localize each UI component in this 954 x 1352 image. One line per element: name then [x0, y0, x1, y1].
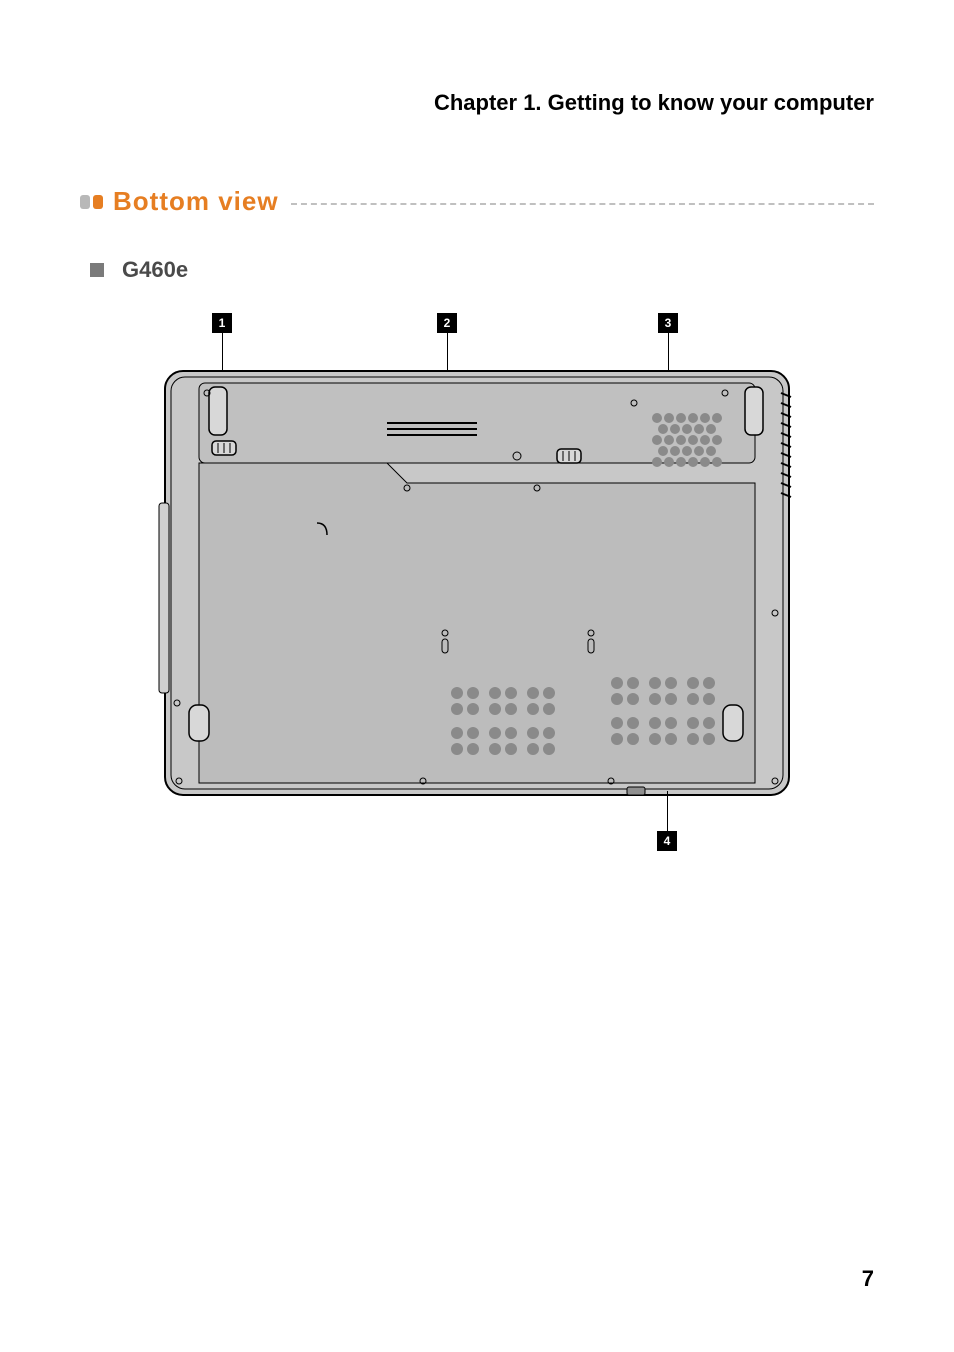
bottom-view-figure: 1 2 3 — [157, 313, 797, 863]
square-bullet-icon — [90, 263, 104, 277]
section-bullets — [80, 195, 103, 209]
callout-label: 4 — [657, 831, 677, 851]
section-heading-row: Bottom view — [80, 186, 874, 217]
laptop-bottom-illustration — [157, 363, 797, 803]
section-dash-line — [291, 203, 874, 205]
subsection-title: G460e — [122, 257, 188, 283]
chapter-header: Chapter 1. Getting to know your computer — [80, 90, 874, 116]
bullet-right — [93, 195, 103, 209]
callout-4: 4 — [657, 791, 677, 851]
bullet-left — [80, 195, 90, 209]
subsection-heading-row: G460e — [80, 257, 874, 283]
callout-label: 3 — [658, 313, 678, 333]
callout-label: 2 — [437, 313, 457, 333]
section-title: Bottom view — [113, 186, 279, 217]
callout-label: 1 — [212, 313, 232, 333]
callout-line — [667, 791, 668, 831]
page-number: 7 — [862, 1266, 874, 1292]
